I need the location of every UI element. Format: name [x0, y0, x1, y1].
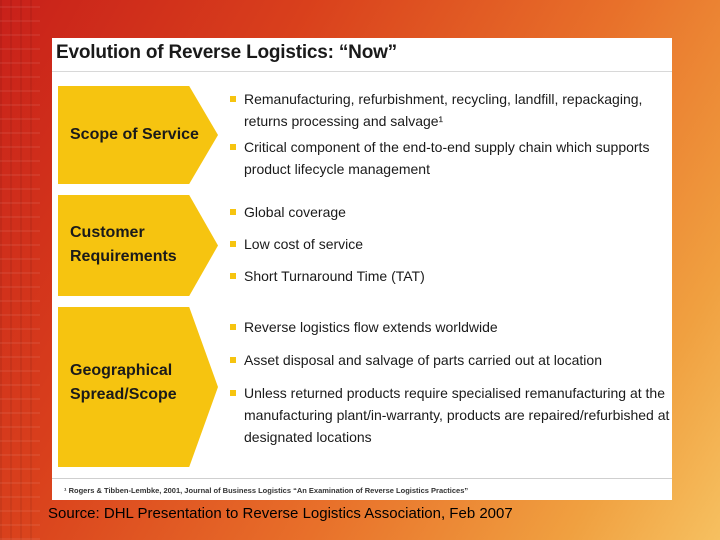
bullet-text-line: Low cost of service — [244, 236, 364, 252]
footnote: ¹ Rogers & Tibben-Lembke, 2001, Journal … — [64, 486, 469, 495]
bullet-marker — [230, 273, 236, 279]
footnote-divider — [52, 478, 672, 479]
slide-title: Evolution of Reverse Logistics: “Now” — [56, 42, 397, 63]
bullet-text-line: product lifecycle management — [244, 161, 430, 177]
bullet-item: Low cost of service — [230, 233, 670, 255]
chevron-label: Scope of Service — [70, 123, 199, 147]
chevron-label-line: Requirements — [70, 248, 177, 265]
chevron-label-line: Scope of Service — [70, 126, 199, 143]
bullet-text-line: returns processing and salvage¹ — [244, 113, 444, 129]
bullet-text-line: Remanufacturing, refurbishment, recyclin… — [244, 91, 643, 107]
bullet-item: Global coverage — [230, 201, 670, 223]
bullet-text-line: Reverse logistics flow extends worldwide — [244, 319, 498, 335]
chevron-label-line: Geographical — [70, 362, 173, 379]
bullet-marker — [230, 144, 236, 150]
bullet-text-line: manufacturing plant/in-warranty, product… — [244, 407, 670, 423]
bullet-marker — [230, 96, 236, 102]
bullet-item: Asset disposal and salvage of parts carr… — [230, 349, 670, 371]
bullet-marker — [230, 324, 236, 330]
bullet-item: Reverse logistics flow extends worldwide — [230, 316, 670, 338]
background-circuit-decoration — [0, 0, 40, 540]
bullet-item: Critical component of the end-to-end sup… — [230, 136, 670, 180]
chevron-scope-of-service: Scope of Service — [58, 86, 218, 184]
bullet-item: Unless returned products require special… — [230, 382, 670, 448]
bullet-item: Short Turnaround Time (TAT) — [230, 265, 670, 287]
chevron-label: Customer Requirements — [70, 221, 177, 269]
bullet-marker — [230, 390, 236, 396]
bullet-text-line: Global coverage — [244, 204, 346, 220]
chevron-customer-requirements: Customer Requirements — [58, 195, 218, 296]
chevron-geographical-spread: Geographical Spread/Scope — [58, 307, 218, 467]
bullet-text-line: designated locations — [244, 429, 372, 445]
slide-content: Evolution of Reverse Logistics: “Now” Sc… — [52, 38, 672, 500]
chevron-label-line: Customer — [70, 224, 145, 241]
bullet-list: Remanufacturing, refurbishment, recyclin… — [230, 88, 670, 180]
bullet-item: Remanufacturing, refurbishment, recyclin… — [230, 88, 670, 132]
bullet-text-line: Unless returned products require special… — [244, 385, 666, 401]
bullet-text-line: Critical component of the end-to-end sup… — [244, 139, 650, 155]
bullet-marker — [230, 209, 236, 215]
bullet-marker — [230, 241, 236, 247]
chevron-label-line: Spread/Scope — [70, 386, 177, 403]
title-divider — [52, 71, 672, 72]
source-caption: Source: DHL Presentation to Reverse Logi… — [48, 505, 513, 522]
bullet-list: Global coverage Low cost of service Shor… — [230, 201, 670, 287]
bullet-text-line: Short Turnaround Time (TAT) — [244, 268, 425, 284]
bullet-list: Reverse logistics flow extends worldwide… — [230, 316, 670, 448]
chevron-label: Geographical Spread/Scope — [70, 359, 177, 407]
bullet-text-line: Asset disposal and salvage of parts carr… — [244, 352, 602, 368]
bullet-marker — [230, 357, 236, 363]
